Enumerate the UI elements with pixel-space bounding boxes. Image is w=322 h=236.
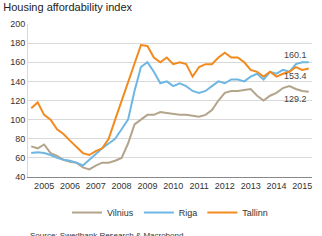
svg-text:Source: Swedbank Research & Ma: Source: Swedbank Research & Macrobond bbox=[30, 231, 183, 236]
svg-text:2009: 2009 bbox=[137, 181, 157, 191]
svg-text:60: 60 bbox=[15, 153, 25, 163]
svg-text:2011: 2011 bbox=[189, 181, 208, 191]
svg-text:2005: 2005 bbox=[34, 181, 54, 191]
svg-text:2012: 2012 bbox=[215, 181, 235, 191]
svg-text:160.1: 160.1 bbox=[284, 50, 307, 60]
svg-text:140: 140 bbox=[10, 77, 25, 87]
svg-text:2010: 2010 bbox=[163, 181, 183, 191]
svg-text:120: 120 bbox=[10, 96, 25, 106]
svg-text:100: 100 bbox=[10, 115, 25, 125]
svg-text:Tallinn: Tallinn bbox=[242, 208, 268, 218]
svg-text:2008: 2008 bbox=[112, 181, 132, 191]
svg-text:2006: 2006 bbox=[60, 181, 80, 191]
svg-text:180: 180 bbox=[10, 38, 25, 48]
svg-text:153.4: 153.4 bbox=[284, 71, 307, 81]
svg-text:2014: 2014 bbox=[266, 181, 286, 191]
svg-text:Vilnius: Vilnius bbox=[107, 208, 134, 218]
svg-text:40: 40 bbox=[15, 172, 25, 182]
svg-text:80: 80 bbox=[15, 134, 25, 144]
svg-text:160: 160 bbox=[10, 57, 25, 67]
svg-text:200: 200 bbox=[10, 19, 25, 29]
svg-text:2013: 2013 bbox=[241, 181, 261, 191]
svg-text:2015: 2015 bbox=[292, 181, 312, 191]
svg-text:129.2: 129.2 bbox=[284, 94, 307, 104]
svg-text:Riga: Riga bbox=[179, 208, 198, 218]
svg-text:Housing affordability index: Housing affordability index bbox=[3, 1, 132, 13]
svg-text:2007: 2007 bbox=[86, 181, 106, 191]
